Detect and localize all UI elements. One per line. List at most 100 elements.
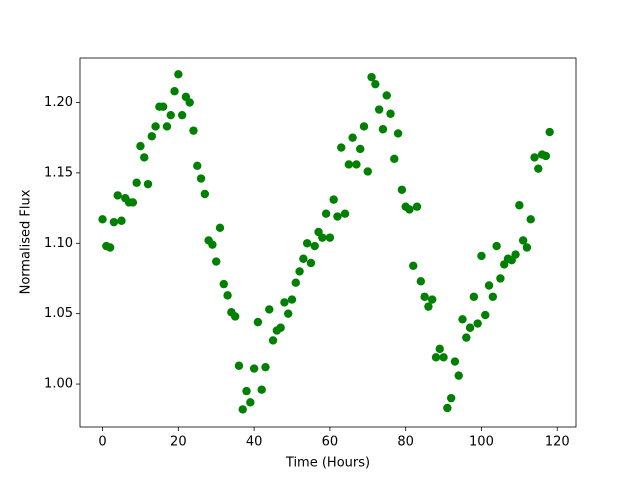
data-point xyxy=(374,105,384,114)
data-point xyxy=(428,295,437,304)
data-point xyxy=(189,126,198,135)
data-point xyxy=(143,179,153,189)
data-point xyxy=(117,216,126,225)
data-point xyxy=(166,110,175,120)
y-tick-label: 1.15 xyxy=(44,165,73,180)
data-point xyxy=(454,371,463,380)
y-tick-label: 1.00 xyxy=(44,377,73,392)
data-point xyxy=(446,393,456,403)
data-point xyxy=(409,261,418,271)
data-point xyxy=(344,160,354,169)
data-point xyxy=(193,161,202,171)
data-point xyxy=(310,241,319,251)
x-tick-label: 40 xyxy=(246,435,263,450)
data-point xyxy=(321,209,331,218)
data-point xyxy=(261,362,270,372)
data-point xyxy=(158,102,168,111)
data-point xyxy=(450,357,460,366)
data-point xyxy=(257,385,266,394)
data-point xyxy=(238,405,247,414)
data-point xyxy=(306,258,316,268)
data-point xyxy=(465,323,475,332)
data-point xyxy=(196,174,206,183)
data-point xyxy=(378,125,388,134)
data-point xyxy=(265,305,274,314)
data-point xyxy=(140,153,149,162)
data-point xyxy=(386,109,395,118)
data-point xyxy=(526,215,535,224)
data-point xyxy=(200,189,210,199)
data-point xyxy=(249,364,259,373)
data-point xyxy=(242,386,251,396)
data-point xyxy=(302,239,312,248)
data-point xyxy=(352,160,361,169)
data-point xyxy=(234,361,244,370)
data-point xyxy=(534,164,543,173)
data-point xyxy=(215,223,225,232)
x-axis-label: Time (Hours) xyxy=(285,456,370,471)
data-point xyxy=(113,191,122,200)
data-point xyxy=(246,398,255,407)
data-point xyxy=(230,312,240,321)
data-point xyxy=(397,185,407,194)
data-point xyxy=(382,91,391,100)
data-point xyxy=(359,122,369,131)
data-point xyxy=(212,257,221,266)
data-point xyxy=(424,302,433,311)
data-point xyxy=(488,292,498,301)
data-point xyxy=(473,319,482,328)
data-point xyxy=(348,133,357,142)
data-point xyxy=(253,317,263,327)
data-point xyxy=(439,353,448,362)
data-point xyxy=(412,202,422,211)
data-point xyxy=(185,98,194,107)
data-point xyxy=(431,353,441,362)
data-point xyxy=(435,344,444,354)
y-tick-label: 1.20 xyxy=(44,95,73,110)
data-point xyxy=(337,143,346,152)
data-point xyxy=(469,292,479,301)
data-point xyxy=(541,151,551,161)
data-point xyxy=(462,333,471,342)
data-point xyxy=(177,110,187,120)
data-point xyxy=(416,277,426,286)
data-point xyxy=(105,243,115,252)
data-point xyxy=(522,243,532,252)
data-point xyxy=(545,127,554,137)
data-point xyxy=(208,240,217,249)
data-point xyxy=(318,233,327,242)
data-point xyxy=(329,195,338,204)
data-point xyxy=(443,403,452,413)
data-point xyxy=(223,291,232,300)
data-point xyxy=(151,122,160,131)
data-point xyxy=(356,144,365,154)
x-tick-label: 100 xyxy=(469,435,494,450)
data-point xyxy=(458,315,467,324)
data-point xyxy=(136,141,145,151)
data-point xyxy=(492,241,501,251)
data-point xyxy=(420,292,429,301)
y-tick-label: 1.10 xyxy=(44,236,73,251)
data-point xyxy=(530,153,539,162)
data-point xyxy=(132,178,141,187)
data-point xyxy=(162,122,172,131)
data-point xyxy=(363,167,372,176)
data-point xyxy=(371,79,380,89)
data-point xyxy=(147,132,157,141)
data-point xyxy=(98,215,107,224)
data-point xyxy=(511,250,520,259)
plot-frame xyxy=(79,57,577,428)
data-point xyxy=(405,205,414,214)
data-point xyxy=(477,251,486,261)
data-point xyxy=(170,87,179,96)
data-point xyxy=(291,278,300,287)
data-point xyxy=(284,309,293,318)
data-point xyxy=(340,209,350,218)
data-point xyxy=(393,129,403,138)
data-point xyxy=(280,298,289,307)
data-point xyxy=(481,310,490,320)
x-tick-label: 80 xyxy=(397,435,414,450)
data-point xyxy=(333,212,342,221)
data-point xyxy=(287,295,297,304)
